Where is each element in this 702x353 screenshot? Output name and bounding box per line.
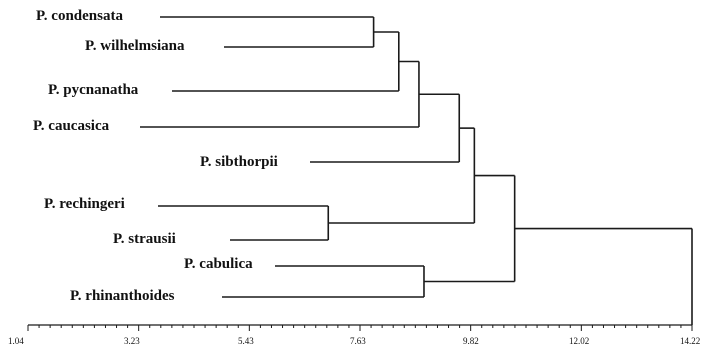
axis-tick-label: 1.04 [8, 336, 24, 346]
taxon-label-rhinanthoides: P. rhinanthoides [70, 288, 175, 304]
axis-tick-label: 7.63 [350, 336, 366, 346]
taxon-label-rechingeri: P. rechingeri [44, 196, 125, 212]
distance-axis [27, 324, 693, 331]
taxon-label-wilhelmsiana: P. wilhelmsiana [85, 38, 185, 54]
taxon-label-cabulica: P. cabulica [184, 256, 253, 272]
taxon-label-condensata: P. condensata [36, 8, 123, 24]
axis-tick-label: 12.02 [569, 336, 589, 346]
axis-tick-label: 5.43 [238, 336, 254, 346]
axis-tick-label: 14.22 [680, 336, 700, 346]
taxon-label-caucasica: P. caucasica [33, 118, 110, 134]
axis-tick-label: 9.82 [463, 336, 479, 346]
taxon-label-strausii: P. strausii [113, 231, 176, 247]
taxon-label-sibthorpii: P. sibthorpii [200, 154, 278, 170]
taxon-label-pycnanatha: P. pycnanatha [48, 82, 139, 98]
axis-tick-label: 3.23 [124, 336, 140, 346]
dendrogram-branches [140, 16, 693, 325]
